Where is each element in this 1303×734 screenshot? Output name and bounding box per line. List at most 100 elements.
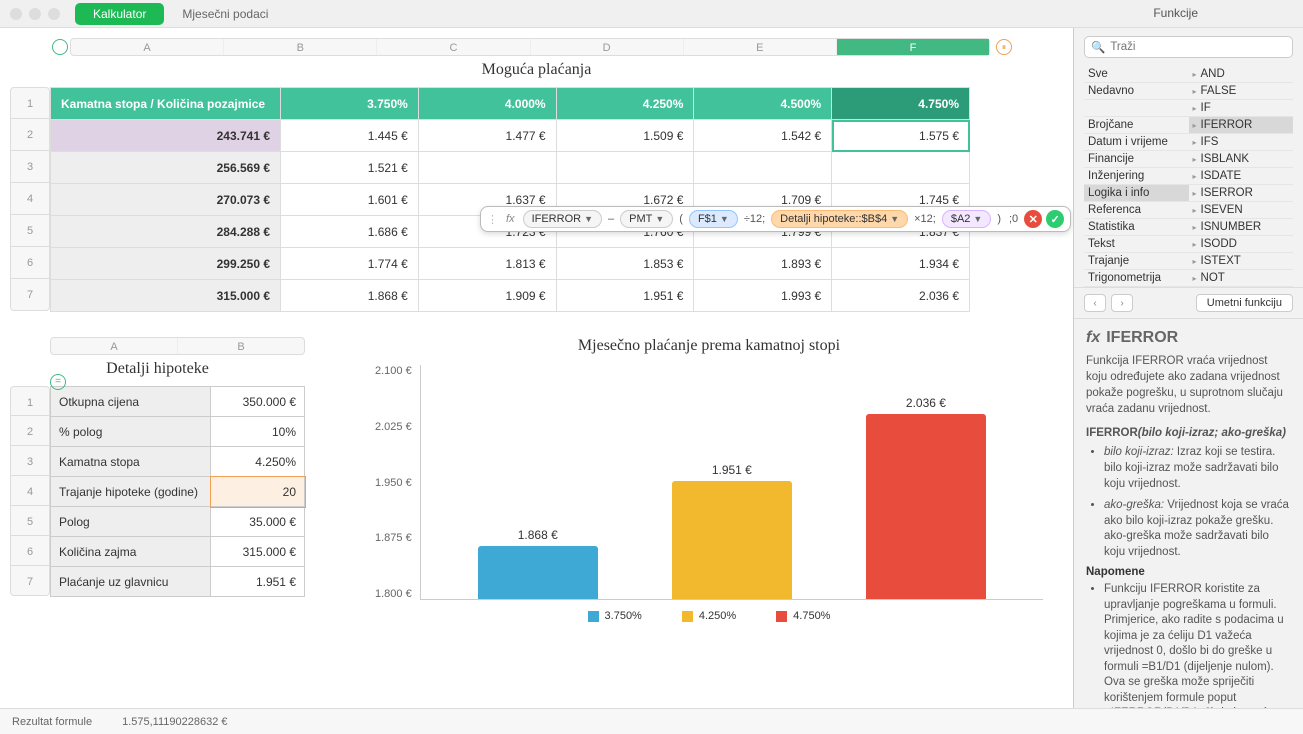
details-label[interactable]: Trajanje hipoteke (godine) <box>51 477 211 507</box>
table-cell[interactable]: 2.036 € <box>832 280 970 312</box>
category-item[interactable]: Logika i info <box>1084 185 1189 202</box>
function-item[interactable]: ▸ISTEXT <box>1189 253 1294 270</box>
category-item[interactable]: Datum i vrijeme <box>1084 134 1189 151</box>
category-item[interactable]: Trajanje <box>1084 253 1189 270</box>
formula-editor[interactable]: ⋮ fx IFERROR▼ – PMT▼ ( F$1▼ ÷12; Detalji… <box>480 206 1071 232</box>
zoom-icon[interactable] <box>48 8 60 20</box>
table-cell[interactable]: 1.477 € <box>418 120 556 152</box>
function-item[interactable]: ▸IFS <box>1189 134 1294 151</box>
category-item[interactable]: Brojčane <box>1084 117 1189 134</box>
details-label[interactable]: Količina zajma <box>51 537 211 567</box>
table-cell[interactable]: 1.993 € <box>694 280 832 312</box>
category-item[interactable]: Trigonometrija <box>1084 270 1189 287</box>
table-cell[interactable]: 1.542 € <box>694 120 832 152</box>
column-header[interactable]: B <box>178 338 304 354</box>
search-input[interactable]: 🔍 <box>1084 36 1293 58</box>
function-item[interactable]: ▸ISEVEN <box>1189 202 1294 219</box>
spreadsheet-canvas[interactable]: ABCDEF ⏸ Moguća plaćanja 1234567 Kamatna… <box>0 28 1073 708</box>
row-header[interactable]: 2 <box>10 119 50 151</box>
row-header[interactable]: 7 <box>10 566 50 596</box>
table-cell[interactable]: 1.445 € <box>281 120 419 152</box>
column-header[interactable]: E <box>684 39 837 55</box>
details-label[interactable]: % polog <box>51 417 211 447</box>
token-f1[interactable]: F$1▼ <box>689 210 738 228</box>
function-item[interactable]: ▸ISDATE <box>1189 168 1294 185</box>
close-icon[interactable] <box>10 8 22 20</box>
equals-handle-icon[interactable]: = <box>50 373 66 390</box>
row-header[interactable]: 6 <box>10 247 50 279</box>
cancel-button[interactable]: ✕ <box>1024 210 1042 228</box>
table-cell[interactable]: 1.893 € <box>694 248 832 280</box>
category-item[interactable]: Financije <box>1084 151 1189 168</box>
row-header[interactable]: 5 <box>10 506 50 536</box>
details-label[interactable]: Plaćanje uz glavnicu <box>51 567 211 597</box>
row-header[interactable]: 6 <box>10 536 50 566</box>
row-header[interactable]: 3 <box>10 446 50 476</box>
table-cell[interactable]: 1.774 € <box>281 248 419 280</box>
pause-icon[interactable]: ⏸ <box>996 39 1012 56</box>
category-item[interactable]: Referenca <box>1084 202 1189 219</box>
column-header[interactable]: B <box>224 39 377 55</box>
function-item[interactable]: ▸ISBLANK <box>1189 151 1294 168</box>
table-cell[interactable]: 1.521 € <box>281 152 419 184</box>
details-value[interactable]: 350.000 € <box>211 387 305 417</box>
category-item[interactable]: Sve <box>1084 66 1189 83</box>
table-cell[interactable] <box>418 152 556 184</box>
search-field[interactable] <box>1110 41 1286 53</box>
details-label[interactable]: Kamatna stopa <box>51 447 211 477</box>
table-cell[interactable]: 1.686 € <box>281 216 419 248</box>
insert-function-button[interactable]: Umetni funkciju <box>1196 294 1293 312</box>
table-cell[interactable]: 1.934 € <box>832 248 970 280</box>
function-item[interactable]: ▸NOT <box>1189 270 1294 287</box>
function-item[interactable]: ▸IF <box>1189 100 1294 117</box>
function-item[interactable]: ▸ISNUMBER <box>1189 219 1294 236</box>
function-item[interactable]: ▸FALSE <box>1189 83 1294 100</box>
token-iferror[interactable]: IFERROR▼ <box>523 210 602 228</box>
function-list[interactable]: ▸AND▸FALSE▸IF▸IFERROR▸IFS▸ISBLANK▸ISDATE… <box>1189 66 1294 287</box>
table-cell[interactable]: 1.868 € <box>281 280 419 312</box>
column-header[interactable]: A <box>51 338 178 354</box>
row-header[interactable]: 4 <box>10 476 50 506</box>
tab-mjesecni[interactable]: Mjesečni podaci <box>164 3 286 25</box>
table-cell[interactable]: 1.853 € <box>556 248 694 280</box>
tab-kalkulator[interactable]: Kalkulator <box>75 3 164 25</box>
row-header[interactable]: 3 <box>10 151 50 183</box>
details-value[interactable]: 1.951 € <box>211 567 305 597</box>
details-label[interactable]: Otkupna cijena <box>51 387 211 417</box>
function-item[interactable]: ▸ISERROR <box>1189 185 1294 202</box>
table-cell[interactable]: 1.575 € <box>832 120 970 152</box>
details-value[interactable]: 35.000 € <box>211 507 305 537</box>
details-value[interactable]: 10% <box>211 417 305 447</box>
function-item[interactable]: ▸AND <box>1189 66 1294 83</box>
main-table[interactable]: Kamatna stopa / Količina pozajmice3.750%… <box>50 87 970 312</box>
table-row-label[interactable]: 243.741 € <box>51 120 281 152</box>
grip-icon[interactable]: ⋮ <box>487 213 498 226</box>
category-item[interactable] <box>1084 100 1189 117</box>
table-row-label[interactable]: 256.569 € <box>51 152 281 184</box>
table-cell[interactable]: 1.509 € <box>556 120 694 152</box>
column-header[interactable]: C <box>377 39 530 55</box>
row-header[interactable]: 5 <box>10 215 50 247</box>
row-header[interactable]: 1 <box>10 87 50 119</box>
details-table[interactable]: Otkupna cijena350.000 €% polog10%Kamatna… <box>50 386 305 597</box>
table-row-label[interactable]: 270.073 € <box>51 184 281 216</box>
table-cell[interactable]: 1.951 € <box>556 280 694 312</box>
table-row-label[interactable]: 315.000 € <box>51 280 281 312</box>
table-cell[interactable]: 1.909 € <box>418 280 556 312</box>
details-label[interactable]: Polog <box>51 507 211 537</box>
category-item[interactable]: Nedavno <box>1084 83 1189 100</box>
table-row-label[interactable]: 284.288 € <box>51 216 281 248</box>
function-item[interactable]: ▸IFERROR <box>1189 117 1294 134</box>
details-value[interactable]: 4.250% <box>211 447 305 477</box>
category-list[interactable]: SveNedavno BrojčaneDatum i vrijemeFinanc… <box>1084 66 1189 287</box>
column-header[interactable]: A <box>71 39 224 55</box>
table-cell[interactable]: 1.813 € <box>418 248 556 280</box>
column-header[interactable]: D <box>531 39 684 55</box>
table-row-label[interactable]: 299.250 € <box>51 248 281 280</box>
table-cell[interactable]: 1.601 € <box>281 184 419 216</box>
column-header[interactable]: F <box>837 39 989 55</box>
table-cell[interactable] <box>832 152 970 184</box>
row-header[interactable]: 7 <box>10 279 50 311</box>
category-item[interactable]: Inženjering <box>1084 168 1189 185</box>
token-detalji[interactable]: Detalji hipoteke::$B$4▼ <box>771 210 908 228</box>
